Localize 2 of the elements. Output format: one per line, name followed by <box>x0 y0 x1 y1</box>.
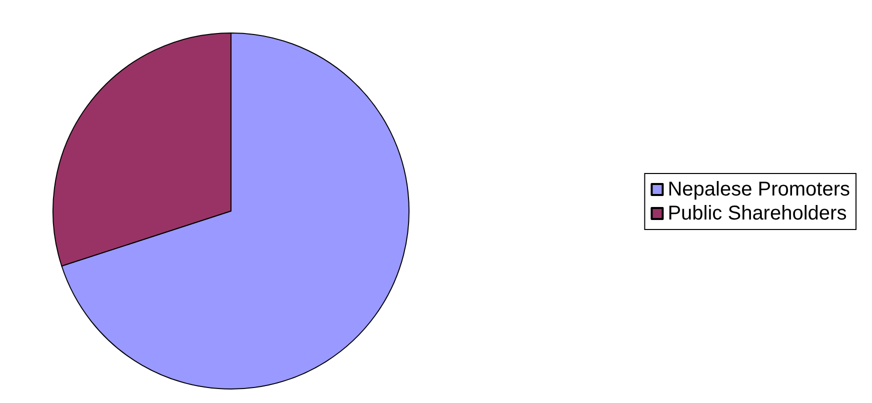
legend-label: Public Shareholders <box>668 202 847 224</box>
legend-label: Nepalese Promoters <box>668 178 850 200</box>
